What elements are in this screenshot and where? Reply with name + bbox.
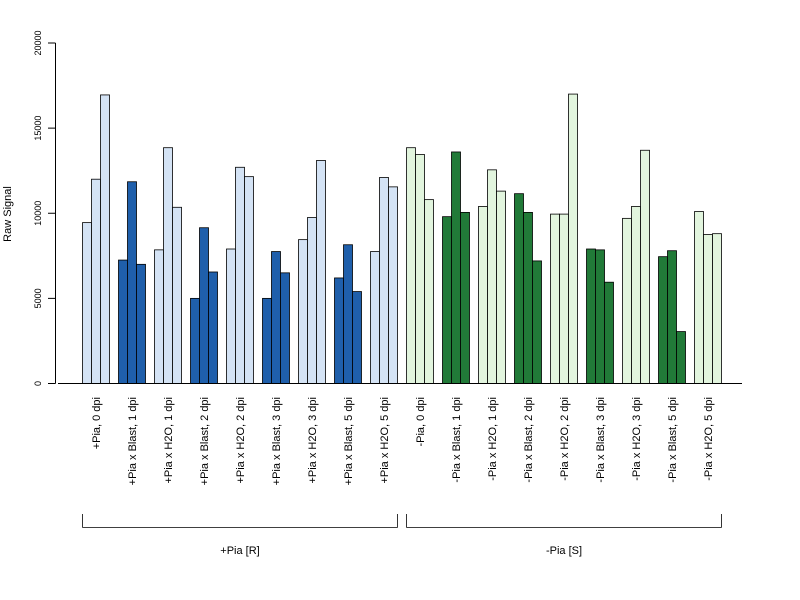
y-tick-label: 5000: [33, 288, 43, 308]
bar: [676, 331, 686, 384]
bar: [280, 272, 290, 384]
bar: [190, 297, 200, 384]
bar: [154, 249, 164, 384]
bar: [658, 256, 668, 384]
y-tick-label: 10000: [33, 201, 43, 226]
category-label: -Pia x Blast, 5 dpi: [667, 397, 679, 483]
bar: [307, 217, 317, 384]
bar: [127, 181, 137, 384]
bar: [388, 186, 398, 384]
bar: [415, 154, 425, 384]
bar: [316, 160, 326, 384]
bar: [559, 213, 569, 384]
bar: [451, 151, 461, 384]
bar: [442, 216, 452, 384]
category-label: +Pia x H2O, 5 dpi: [379, 397, 391, 484]
category-label: +Pia, 0 dpi: [91, 397, 103, 449]
bar: [226, 248, 236, 384]
y-axis: 0 5000 10000 15000 20000: [33, 30, 56, 386]
bar: [586, 248, 596, 384]
category-label: +Pia x H2O, 2 dpi: [235, 397, 247, 484]
bar: [136, 263, 146, 384]
bar: [118, 259, 128, 384]
bar: [622, 217, 632, 384]
category-labels: +Pia, 0 dpi +Pia x Blast, 1 dpi +Pia x H2O…: [91, 397, 715, 485]
bar: [334, 277, 344, 384]
bar: [496, 190, 506, 384]
category-label: -Pia x Blast, 2 dpi: [523, 397, 535, 483]
bar: [379, 177, 389, 384]
bar: [298, 239, 308, 384]
bar: [478, 206, 488, 384]
category-label: +Pia x H2O, 1 dpi: [163, 397, 175, 484]
category-label: +Pia x Blast, 2 dpi: [199, 397, 211, 485]
bar: [352, 291, 362, 384]
bar: [595, 249, 605, 384]
y-tick-label: 20000: [33, 30, 43, 55]
bar: [712, 233, 722, 384]
group-label: +Pia [R]: [220, 545, 259, 557]
bar: [550, 213, 560, 384]
bar: [532, 260, 542, 384]
bar: [694, 211, 704, 384]
category-label: +Pia x Blast, 1 dpi: [127, 397, 139, 485]
bar: [631, 206, 641, 384]
category-label: -Pia, 0 dpi: [415, 397, 427, 447]
category-label: -Pia x Blast, 3 dpi: [595, 397, 607, 483]
bar: [208, 271, 218, 384]
category-label: +Pia x Blast, 3 dpi: [271, 397, 283, 485]
bar: [199, 227, 209, 384]
group-label: -Pia [S]: [546, 545, 582, 557]
bar: [424, 199, 434, 384]
category-label: +Pia x Blast, 5 dpi: [343, 397, 355, 485]
category-label: -Pia x H2O, 2 dpi: [559, 397, 571, 481]
bar: [172, 206, 182, 384]
bar: [343, 244, 353, 384]
y-tick-label: 0: [33, 381, 43, 386]
category-label: -Pia x H2O, 5 dpi: [703, 397, 715, 481]
bar: [487, 169, 497, 384]
bar: [100, 94, 110, 384]
bar: [703, 234, 713, 384]
y-tick-label: 15000: [33, 116, 43, 141]
bar: [523, 211, 533, 384]
bar: [235, 166, 245, 384]
bar: [568, 93, 578, 384]
category-label: +Pia x H2O, 3 dpi: [307, 397, 319, 484]
y-axis-title: Raw Signal: [2, 186, 14, 242]
bar: [244, 176, 254, 384]
bar: [640, 149, 650, 384]
bar: [82, 222, 92, 384]
bar: [604, 281, 614, 384]
bar: [370, 251, 380, 384]
category-label: -Pia x H2O, 3 dpi: [631, 397, 643, 481]
bar: [91, 178, 101, 384]
bar: [406, 147, 416, 384]
bar: [667, 250, 677, 384]
bar: [163, 147, 173, 384]
bar: [271, 251, 281, 384]
bar: [514, 193, 524, 384]
group-brackets: +Pia [R] -Pia [S]: [82, 514, 722, 557]
bar: [262, 297, 272, 384]
bar: [460, 211, 470, 384]
category-label: -Pia x Blast, 1 dpi: [451, 397, 463, 483]
category-label: -Pia x H2O, 1 dpi: [487, 397, 499, 481]
bars-layer: [82, 93, 722, 384]
